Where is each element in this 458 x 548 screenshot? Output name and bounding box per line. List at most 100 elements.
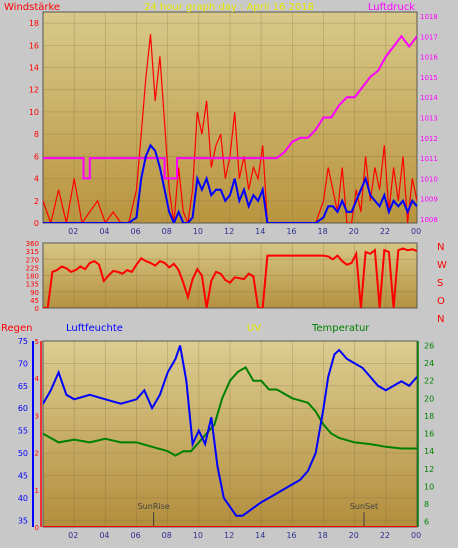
sun-annotations: SunRise SunSet (138, 502, 378, 527)
temperature-tick-label: 24 (424, 359, 434, 368)
sun-event-label: SunSet (350, 502, 378, 511)
temperature-tick-label: 14 (424, 447, 434, 456)
temperature-tick-label: 10 (424, 482, 434, 491)
direction-tick-label: 45 (30, 297, 39, 305)
hour-tick-label: 00 (411, 227, 421, 236)
bottom-hour-tick-label: 18 (318, 531, 328, 540)
pressure-tick-label: 1008 (420, 216, 438, 224)
temperature-tick-label: 22 (424, 377, 434, 386)
wind-tick-label: 2 (34, 197, 39, 206)
pressure-tick-label: 1012 (420, 135, 438, 143)
rain-tick-label: 2 (35, 450, 39, 458)
wind-tick-label: 14 (29, 64, 39, 73)
wind-direction-grid (43, 242, 418, 309)
humidity-tick-label: 35 (18, 516, 28, 525)
humidity-temp-lines (43, 345, 417, 527)
pressure-tick-label: 1009 (420, 196, 438, 204)
direction-tick-label: 225 (26, 264, 39, 272)
compass-label: S (437, 278, 443, 289)
rain-tick-label: 5 (35, 338, 39, 346)
bottom-hour-tick-label: 12 (224, 531, 234, 540)
rain-tick-label: 0 (35, 524, 39, 532)
direction-tick-label: 90 (30, 289, 39, 297)
humidity-label: Luftfeuchte (66, 323, 123, 334)
direction-tick-label: 270 (26, 256, 39, 264)
uv-label: UV (247, 323, 261, 334)
wind-direction-plot-area (42, 242, 418, 309)
pressure-tick-label: 1016 (420, 54, 438, 62)
wind-tick-label: 0 (34, 219, 39, 228)
bottom-hour-tick-label: 14 (255, 531, 265, 540)
wind-tick-label: 12 (29, 86, 39, 95)
hour-tick-label: 20 (349, 227, 359, 236)
hour-tick-label: 12 (224, 227, 234, 236)
hour-tick-label: 18 (318, 227, 328, 236)
bottom-hour-tick-label: 22 (380, 531, 390, 540)
hour-tick-label: 08 (162, 227, 172, 236)
humidity-tick-label: 50 (18, 449, 28, 458)
direction-tick-label: 360 (26, 240, 39, 248)
pressure-axis-label: Luftdruck (368, 2, 415, 13)
temperature-tick-label: 16 (424, 430, 434, 439)
humidity-temp-plot-area (42, 340, 418, 528)
wind-tick-label: 6 (34, 152, 39, 161)
pressure-tick-label: 1015 (420, 74, 438, 82)
wind-tick-label: 8 (34, 130, 39, 139)
wind-gust-line (43, 34, 417, 223)
bottom-hour-tick-label: 20 (349, 531, 359, 540)
hour-tick-label: 04 (99, 227, 109, 236)
bottom-hour-tick-label: 16 (286, 531, 296, 540)
bottom-hour-tick-label: 06 (131, 531, 141, 540)
wind-tick-label: 4 (34, 175, 39, 184)
sun-event-label: SunRise (138, 502, 170, 511)
wind-pressure-ticks: 0246810121416181008100910101011101210131… (29, 13, 439, 236)
wind-mean-line (43, 143, 417, 223)
rain-tick-label: 3 (35, 412, 39, 420)
pressure-tick-label: 1014 (420, 94, 438, 102)
pressure-line (43, 34, 417, 180)
compass-label: W (437, 260, 447, 271)
humidity-uv-temp-panel: SunRise SunSet 35404550556065707501234568… (1, 323, 434, 540)
humidity-temp-ticks: 3540455055606570750123456810121416182022… (18, 337, 434, 540)
pressure-tick-label: 1018 (420, 13, 438, 21)
direction-tick-label: 180 (26, 273, 39, 281)
wind-axis-label: Windstärke (4, 2, 60, 13)
humidity-tick-label: 65 (18, 382, 28, 391)
humidity-tick-label: 55 (18, 427, 28, 436)
rain-tick-label: 1 (35, 487, 39, 495)
direction-tick-label: 315 (26, 248, 39, 256)
temperature-line (43, 366, 417, 457)
humidity-tick-label: 40 (18, 494, 28, 503)
temperature-label: Temperatur (311, 323, 370, 334)
rain-label: Regen (1, 323, 33, 334)
bottom-hour-tick-label: 02 (68, 531, 78, 540)
temperature-tick-label: 8 (424, 500, 429, 509)
pressure-tick-label: 1013 (420, 115, 438, 123)
humidity-temp-grid (43, 340, 418, 527)
bottom-hour-tick-label: 08 (162, 531, 172, 540)
wind-pressure-plot-area (42, 11, 418, 224)
temperature-tick-label: 18 (424, 412, 434, 421)
pressure-tick-label: 1011 (420, 155, 438, 163)
chart-title: 24 hour graph day : April 16 2018 (144, 2, 314, 13)
hour-tick-label: 10 (193, 227, 203, 236)
humidity-tick-label: 60 (18, 404, 28, 413)
compass-label: N (437, 242, 444, 253)
temperature-tick-label: 26 (424, 341, 434, 350)
hour-tick-label: 22 (380, 227, 390, 236)
rain-tick-label: 4 (35, 375, 40, 383)
bottom-hour-tick-label: 00 (411, 531, 421, 540)
hour-tick-label: 16 (286, 227, 296, 236)
hour-tick-label: 02 (68, 227, 78, 236)
wind-tick-label: 16 (29, 41, 39, 50)
humidity-tick-label: 45 (18, 471, 28, 480)
humidity-line (43, 345, 417, 517)
bottom-hour-tick-label: 10 (193, 531, 203, 540)
temperature-tick-label: 6 (424, 518, 429, 527)
direction-tick-label: 135 (26, 281, 39, 289)
